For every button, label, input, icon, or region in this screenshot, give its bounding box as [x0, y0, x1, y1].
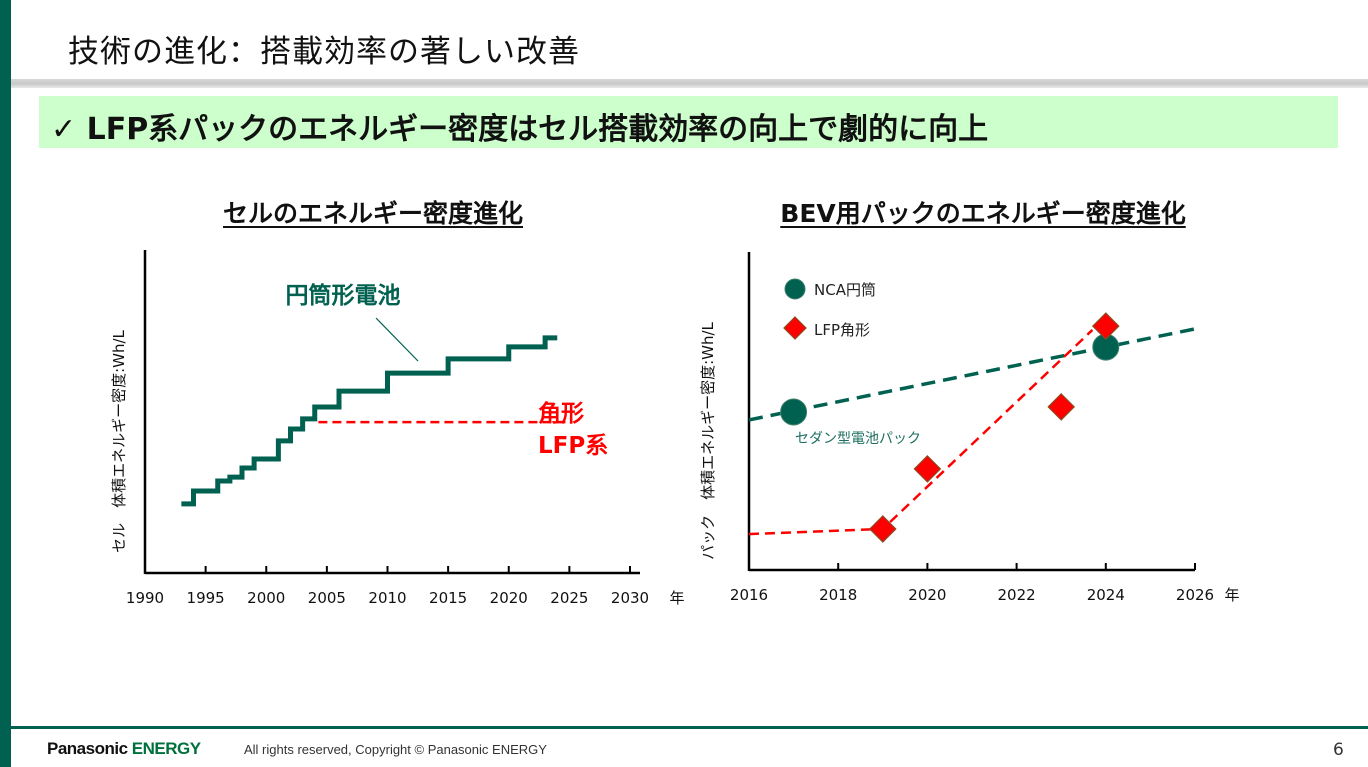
x-tick-label: 2020 [908, 586, 946, 604]
x-tick-label: 2024 [1087, 586, 1125, 604]
x-tick-label: 1990 [126, 589, 164, 607]
x-tick-label: 2016 [730, 586, 768, 604]
lfp-series-label-line1: 角形 [538, 400, 584, 427]
x-tick-label: 2015 [429, 589, 467, 607]
cylindrical-series-label: 円筒形電池 [286, 282, 401, 309]
lfp-series-label-line2: LFP系 [538, 433, 608, 459]
x-tick-label: 2020 [490, 589, 528, 607]
x-tick-label: 2025 [550, 589, 588, 607]
panasonic-energy-logo: Panasonic ENERGY [47, 739, 201, 758]
lfp-point [1047, 393, 1076, 421]
page-number: 6 [1333, 740, 1344, 760]
x-tick-label: 2010 [368, 589, 406, 607]
left-chart-title: セルのエネルギー密度進化 [222, 199, 524, 228]
cylindrical-leader-line [375, 317, 419, 362]
x-tick-label: 2000 [247, 589, 285, 607]
sidebar-accent-bar [0, 0, 11, 767]
title-divider [11, 79, 1368, 88]
legend-nca-marker [784, 278, 806, 300]
x-axis-unit: 年 [1224, 586, 1239, 604]
y-axis-label: セル 体積エネルギー密度:Wh/L [110, 329, 128, 552]
legend-nca-label: NCA円筒 [814, 281, 876, 299]
x-axis-unit: 年 [669, 589, 684, 607]
slide-title: 技術の進化：搭載効率の著しい改善 [68, 34, 580, 70]
key-message: ✓ LFP系パックのエネルギー密度はセル搭載効率の向上で劇的に向上 [51, 112, 989, 147]
lfp-point [1091, 312, 1120, 340]
x-tick-label: 2018 [819, 586, 857, 604]
nca-trend-line [748, 326, 1200, 422]
key-message-banner: ✓ LFP系パックのエネルギー密度はセル搭載効率の向上で劇的に向上 [39, 96, 1338, 148]
x-tick-label: 1995 [187, 589, 225, 607]
copyright-text: All rights reserved, Copyright © Panason… [244, 742, 547, 757]
sedan-pack-annotation: セダン型電池パック [795, 431, 921, 447]
legend-lfp-marker [783, 316, 807, 340]
y-axis-label: パック 体積エネルギー密度:Wh/L [699, 321, 717, 559]
x-tick-label: 2026 [1176, 586, 1214, 604]
lfp-point [913, 455, 942, 483]
x-tick-label: 2022 [998, 586, 1036, 604]
legend-lfp-label: LFP角形 [814, 321, 870, 339]
x-tick-label: 2030 [611, 589, 649, 607]
lfp-point [868, 515, 897, 543]
cylindrical-cell-step-line [181, 335, 558, 507]
x-tick-label: 2005 [308, 589, 346, 607]
footer-divider [11, 726, 1368, 729]
right-chart-title: BEV用パックのエネルギー密度進化 [780, 199, 1186, 228]
nca-point [780, 398, 808, 426]
